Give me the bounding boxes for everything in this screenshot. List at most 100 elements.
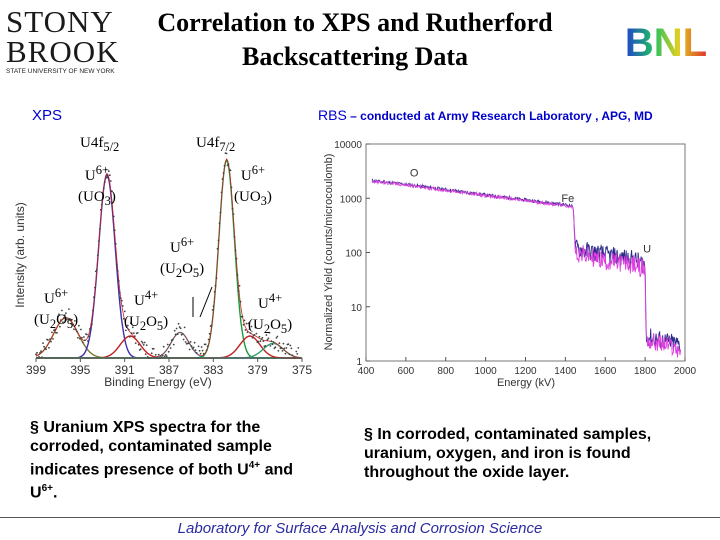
- xps-data-point: [107, 170, 110, 172]
- xps-data-point: [139, 348, 142, 351]
- xps-data-point: [242, 323, 245, 326]
- xps-data-point: [295, 350, 298, 353]
- peak-u6-u2o5-left-sup: 6+: [54, 286, 69, 300]
- xps-data-point: [216, 247, 219, 250]
- bnl-logo-text: BNL: [625, 21, 707, 64]
- peak-u6-u2o5-mid-o: O: [182, 261, 193, 277]
- xps-data-point: [161, 354, 164, 357]
- peak-u4f52-sub: 5/2: [103, 140, 120, 154]
- peak-u6-uo3-right-end: ): [266, 189, 272, 205]
- peak-u6-u2o5-mid-end: ): [199, 261, 205, 277]
- xps-data-point: [291, 354, 294, 357]
- xps-data-point: [82, 341, 84, 344]
- peak-u6-u2o5-left-end: ): [73, 312, 79, 328]
- xps-data-point: [103, 181, 106, 184]
- peak-u6-uo3-left-end: ): [110, 189, 116, 205]
- xps-data-point: [49, 338, 51, 340]
- xps-data-point: [36, 351, 38, 354]
- xps-data-point: [285, 347, 288, 349]
- xps-data-point: [150, 352, 153, 355]
- xps-data-point: [79, 337, 81, 340]
- xps-data-point: [278, 342, 281, 345]
- xps-data-point: [272, 341, 275, 343]
- xps-data-point: [267, 337, 270, 340]
- xps-x-tick-label: 387: [159, 363, 179, 377]
- xps-data-point: [199, 352, 202, 355]
- bullet-left-u4-sup: 4+: [248, 460, 261, 471]
- xps-data-point: [261, 336, 264, 339]
- peak-u6-uo3-right-formula: (UO: [234, 189, 261, 205]
- peak-u4-u2o5-right-end: ): [287, 317, 293, 333]
- xps-data-point: [84, 339, 86, 342]
- xps-data-point: [248, 328, 251, 330]
- xps-data-point: [86, 333, 88, 336]
- peak-u6-uo3-right-main: U: [240, 168, 252, 184]
- xps-data-point: [175, 327, 178, 330]
- xps-data-point: [200, 346, 203, 348]
- xps-data-point: [265, 334, 268, 336]
- xps-data-point: [231, 207, 234, 210]
- peak-u6-u2o5-mid-main: U: [170, 240, 181, 256]
- xps-data-point: [104, 168, 107, 171]
- xps-data-point: [131, 326, 134, 329]
- xps-data-point: [100, 203, 103, 206]
- xps-data-point: [258, 335, 261, 338]
- xps-data-point: [54, 328, 56, 331]
- xps-data-point: [219, 211, 222, 214]
- peak-u4-u2o5-mid-sub2: 2: [139, 319, 147, 333]
- xps-data-point: [206, 345, 209, 348]
- xps-data-point: [264, 345, 267, 347]
- xps-data-point: [40, 350, 42, 352]
- u6-u2o5-arrow: [199, 286, 213, 318]
- xps-data-point: [91, 323, 93, 325]
- xps-data-point: [168, 344, 171, 346]
- xps-data-point: [144, 353, 147, 355]
- xps-data-point: [90, 328, 92, 331]
- xps-data-point: [182, 338, 185, 341]
- xps-data-point: [154, 353, 157, 356]
- xps-data-point: [56, 332, 58, 334]
- peak-u4-u2o5-right-o: O: [270, 317, 281, 333]
- xps-data-point: [35, 353, 37, 356]
- xps-data-point: [213, 291, 216, 293]
- peak-u4-u2o5-mid-sub3: 5: [156, 319, 164, 333]
- xps-data-point: [69, 318, 71, 320]
- xps-data-point: [116, 270, 119, 272]
- xps-x-tick-label: 395: [70, 363, 90, 377]
- peak-u6-u2o5-left-o: O: [56, 312, 67, 328]
- rbs-y-axis-label: Normalized Yield (counts/microcoulomb): [323, 154, 335, 351]
- xps-data-point: [269, 345, 272, 347]
- xps-data-point: [243, 319, 246, 322]
- xps-data-point: [65, 312, 67, 314]
- xps-data-point: [193, 341, 196, 344]
- xps-data-point: [171, 338, 174, 341]
- xps-data-point: [143, 341, 146, 344]
- peak-u6-u2o5-left-sub3: 5: [66, 317, 74, 331]
- xps-data-point: [192, 346, 195, 349]
- xps-data-point: [230, 186, 233, 189]
- peak-label-u6-u2o5-left: U6+ (U2O5): [34, 283, 78, 335]
- stony-brook-logo: STONY BROOK STATE UNIVERSITY OF NEW YORK: [6, 6, 119, 76]
- bnl-logo: BNL: [612, 20, 720, 64]
- rbs-annotations: O Fe U: [410, 168, 651, 256]
- peak-u4f72-sub: 7/2: [219, 140, 236, 154]
- xps-data-point: [124, 329, 127, 332]
- xps-data-point: [167, 350, 170, 353]
- peak-u6-u2o5-left-sub2: 2: [49, 317, 57, 331]
- xps-data-point: [145, 344, 148, 346]
- xps-data-point: [106, 175, 109, 177]
- xps-data-point: [212, 305, 215, 308]
- xps-data-point: [218, 222, 221, 225]
- bullet-left: § Uranium XPS spectra for the corroded, …: [30, 418, 315, 503]
- xps-data-point: [260, 338, 263, 341]
- peak-u6-uo3-right-sub: 3: [260, 194, 267, 208]
- xps-data-point: [121, 305, 124, 307]
- xps-data-point: [282, 342, 285, 345]
- peak-u4-u2o5-mid-o: O: [146, 314, 157, 330]
- xps-data-point: [101, 193, 104, 196]
- bullet-left-text: Uranium XPS spectra for the corroded, co…: [30, 419, 272, 479]
- xps-data-point: [132, 332, 135, 334]
- rbs-label-main: RBS: [318, 107, 347, 123]
- xps-data-point: [270, 340, 273, 343]
- xps-data-point: [254, 326, 257, 329]
